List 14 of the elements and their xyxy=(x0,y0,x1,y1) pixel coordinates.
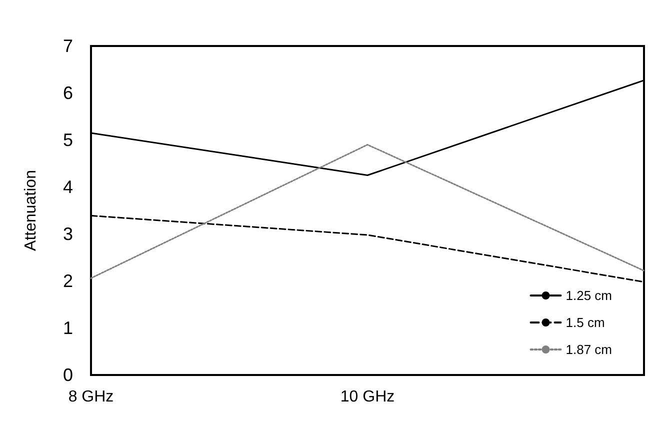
y-tick-label: 3 xyxy=(62,224,73,244)
legend-label: 1.25 cm xyxy=(566,288,612,303)
x-tick-label: 10 GHz xyxy=(340,388,395,406)
y-tick-label: 0 xyxy=(62,365,73,385)
y-tick-label: 7 xyxy=(62,36,73,56)
legend-label: 1.5 cm xyxy=(566,315,605,330)
y-tick-label: 1 xyxy=(62,318,73,338)
y-tick-label: 6 xyxy=(62,83,73,103)
y-axis-title: Attenuation xyxy=(22,170,40,251)
x-tick-label: 8 GHz xyxy=(68,388,114,406)
legend-label: 1.87 cm xyxy=(566,342,612,357)
y-tick-label: 2 xyxy=(62,271,73,291)
y-tick-label: 4 xyxy=(62,177,73,197)
y-tick-label: 5 xyxy=(62,130,73,150)
